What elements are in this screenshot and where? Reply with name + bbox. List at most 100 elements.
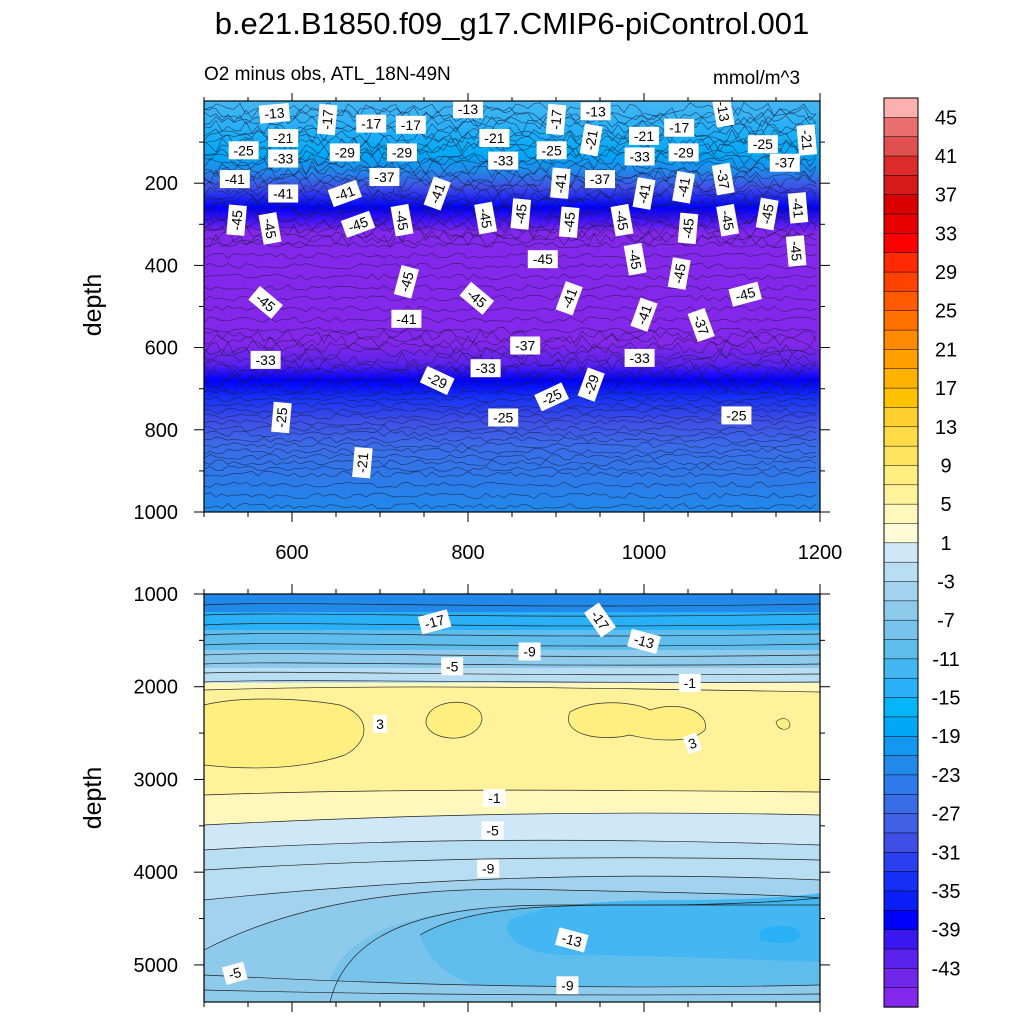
colorbar-label: -35 — [932, 881, 961, 903]
top-contour-line — [204, 262, 817, 270]
top-contour-line — [204, 214, 817, 230]
contour-label: -21 — [352, 446, 373, 479]
colorbar-swatch — [883, 968, 919, 989]
contour-label: -37 — [711, 162, 735, 196]
contour-label: -45 — [474, 201, 498, 235]
svg-text:-29: -29 — [580, 372, 602, 397]
contour-label: -45 — [340, 210, 376, 238]
x-tick-label: 600 — [275, 542, 308, 564]
y-tick-label: 200 — [145, 173, 178, 195]
colorbar-swatch — [883, 852, 919, 873]
svg-text:-21: -21 — [484, 130, 504, 146]
colorbar-swatch — [883, 465, 919, 486]
colorbar-swatch — [883, 426, 919, 447]
svg-text:-45: -45 — [679, 217, 697, 239]
svg-text:-37: -37 — [775, 155, 795, 171]
warm-blob-2 — [425, 701, 483, 739]
svg-text:-13: -13 — [585, 103, 605, 119]
contour-label: -45 — [728, 281, 763, 307]
band-yellow-deep — [204, 790, 820, 825]
warm-blob-4 — [775, 718, 791, 730]
contour-label: -41 — [555, 281, 583, 316]
svg-text:-25: -25 — [541, 142, 561, 158]
colorbar-swatch — [883, 561, 919, 583]
top-contour-line — [204, 187, 817, 203]
top-contour-line — [204, 351, 817, 367]
top-contour-line — [204, 228, 817, 244]
bottom-panel: -17 -17-13-9-5-133-1-5-9-13-5-9 100020003… — [134, 584, 830, 1012]
top-contour-line — [204, 111, 817, 126]
colorbar-swatch — [883, 349, 919, 370]
contour-label: -37 — [687, 307, 715, 343]
contour-label: -25 — [534, 382, 569, 412]
contour-label: -45 — [610, 203, 634, 237]
contour-label: -25 — [488, 408, 519, 427]
svg-text:-17: -17 — [423, 611, 447, 632]
contour-label: 3 — [682, 732, 703, 755]
top-panel: -13 -13 -13 -13-17 -17 -17 -17 -17-21 -21 -21 -21-… — [134, 93, 842, 564]
colorbar-swatch — [883, 175, 919, 196]
top-contour-line — [204, 115, 817, 131]
contour-label: -17 — [417, 609, 452, 635]
contour-label: -29 — [329, 143, 360, 162]
svg-text:-5: -5 — [446, 658, 459, 674]
colorbar-label: 33 — [935, 223, 957, 245]
svg-text:-33: -33 — [629, 350, 649, 366]
top-contour-line — [204, 174, 817, 189]
bottom-contour-labels: -17 -17-13-9-5-133-1-5-9-13-5-9 — [221, 602, 703, 995]
svg-text:-45: -45 — [758, 202, 777, 225]
top-contour-line — [204, 219, 817, 234]
colorbar-swatch — [883, 387, 919, 409]
colorbar-swatch — [883, 813, 919, 834]
svg-text:-45: -45 — [670, 262, 689, 285]
svg-text:-45: -45 — [512, 203, 530, 225]
svg-text:-41: -41 — [552, 172, 570, 194]
svg-text:-29: -29 — [392, 144, 412, 160]
contour-label: -45 — [510, 198, 532, 230]
svg-text:-13: -13 — [458, 101, 478, 117]
top-x-axis: 600 800 1000 1200 — [203, 93, 842, 564]
contour-label: -21 — [796, 124, 818, 156]
contour-label: -41 — [423, 176, 451, 211]
colorbar-swatch — [883, 542, 919, 563]
contour-label: -29 — [419, 366, 455, 395]
svg-text:-45: -45 — [612, 209, 631, 232]
colorbar-label: -27 — [932, 804, 961, 826]
top-contour-lines — [204, 101, 817, 510]
top-contour-line — [204, 106, 817, 122]
svg-text:-29: -29 — [425, 369, 450, 392]
svg-text:-9: -9 — [482, 861, 495, 877]
svg-text:-33: -33 — [255, 352, 275, 368]
colorbar-swatch — [883, 890, 919, 911]
top-contour-line — [204, 481, 817, 489]
top-contour-line — [204, 252, 817, 259]
contour-label: -13 — [580, 102, 611, 121]
contour-label: -37 — [585, 170, 615, 189]
x-tick-label: 800 — [451, 542, 484, 564]
contour-label: -25 — [536, 141, 567, 160]
colorbar-swatch — [883, 774, 919, 795]
svg-text:-21: -21 — [354, 452, 372, 474]
svg-text:-45: -45 — [533, 251, 553, 267]
svg-text:-33: -33 — [273, 151, 293, 167]
y-tick-label: 2000 — [134, 677, 179, 699]
colorbar-label: 37 — [935, 185, 957, 207]
top-contour-line — [204, 192, 817, 207]
svg-text:-45: -45 — [228, 209, 246, 231]
contour-label: -45 — [677, 212, 699, 245]
svg-text:-25: -25 — [273, 407, 291, 429]
colorbar-label: -39 — [932, 920, 961, 942]
contour-label: -5 — [481, 821, 504, 840]
bottom-y-axis-title: depth — [79, 767, 107, 830]
colorbar-label: 41 — [935, 146, 957, 168]
top-contour-line — [204, 424, 817, 432]
contour-label: -37 — [769, 153, 800, 172]
svg-text:-9: -9 — [561, 977, 574, 993]
contour-label: -41 — [550, 167, 571, 199]
contour-label: -45 — [527, 250, 558, 269]
svg-text:-21: -21 — [582, 128, 601, 151]
svg-text:-5: -5 — [486, 823, 499, 839]
colorbar-label: -31 — [932, 842, 961, 864]
svg-text:-1: -1 — [684, 675, 697, 691]
contour-label: -33 — [268, 149, 299, 168]
